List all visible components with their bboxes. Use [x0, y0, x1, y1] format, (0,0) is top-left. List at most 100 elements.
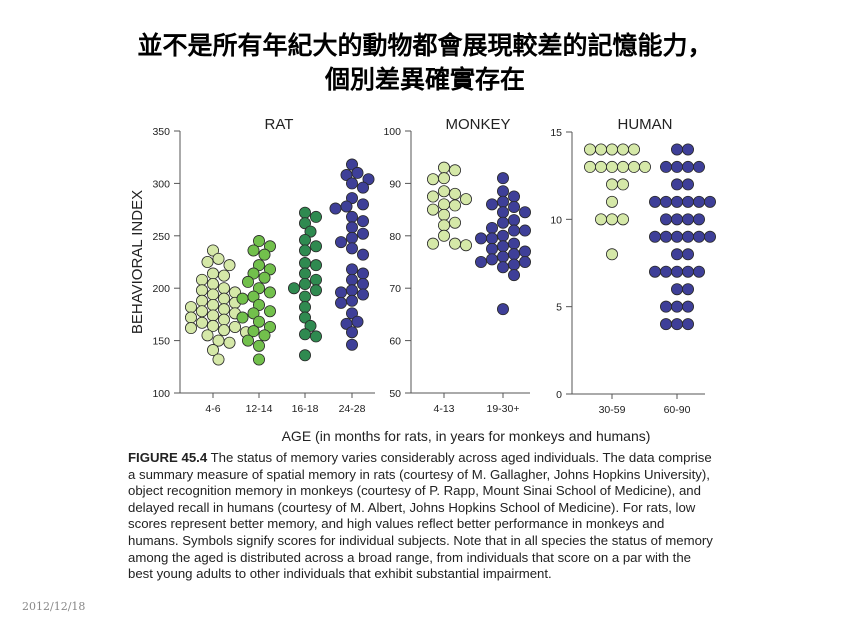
data-point: [519, 245, 532, 258]
data-point: [298, 278, 311, 291]
data-point: [340, 200, 353, 213]
data-point: [660, 160, 673, 173]
data-point: [693, 195, 706, 208]
data-point: [671, 300, 684, 313]
data-point: [485, 253, 498, 266]
data-point: [617, 160, 630, 173]
data-point: [236, 311, 249, 324]
panel-title: HUMAN: [618, 116, 673, 133]
data-point: [184, 311, 197, 324]
data-point: [507, 214, 520, 227]
data-point: [682, 300, 695, 313]
data-point: [228, 320, 241, 333]
data-point: [304, 319, 317, 332]
data-point: [682, 248, 695, 261]
data-point: [241, 275, 254, 288]
data-point: [212, 353, 225, 366]
data-point: [258, 271, 271, 284]
data-point: [201, 329, 214, 342]
data-point: [496, 303, 509, 316]
data-point: [217, 282, 230, 295]
y-tick-label: 200: [152, 283, 170, 295]
figure-caption: FIGURE 45.4 The status of memory varies …: [128, 450, 748, 583]
data-point: [263, 320, 276, 333]
data-point: [195, 294, 208, 307]
data-point: [206, 344, 219, 357]
data-point: [206, 309, 219, 322]
caption-line: delayed recall in humans (courtesy of M.…: [128, 500, 748, 517]
data-point: [212, 252, 225, 265]
y-tick-label: 100: [383, 126, 401, 138]
data-point: [345, 221, 358, 234]
data-point: [671, 160, 684, 173]
data-point: [340, 169, 353, 182]
data-point: [351, 315, 364, 328]
y-tick-label: 150: [152, 336, 170, 348]
data-point: [595, 160, 608, 173]
data-point: [345, 284, 358, 297]
data-point: [496, 261, 509, 274]
x-tick-label: 60-90: [664, 404, 691, 416]
data-point: [247, 244, 260, 257]
data-point: [507, 224, 520, 237]
data-point: [304, 225, 317, 238]
data-point: [507, 200, 520, 213]
y-tick-label: 350: [152, 126, 170, 138]
data-point: [584, 143, 597, 156]
data-point: [345, 231, 358, 244]
data-point: [496, 250, 509, 263]
data-point: [426, 203, 439, 216]
data-point: [606, 248, 619, 261]
data-point: [437, 161, 450, 174]
y-axis-label: BEHAVIORAL INDEX: [129, 190, 146, 334]
data-point: [660, 195, 673, 208]
data-point: [362, 173, 375, 186]
data-point: [184, 322, 197, 335]
data-point: [236, 292, 249, 305]
data-point: [309, 240, 322, 253]
data-point: [496, 229, 509, 242]
x-tick-label: 19-30+: [487, 403, 520, 415]
data-point: [217, 292, 230, 305]
data-point: [258, 329, 271, 342]
data-point: [356, 227, 369, 240]
data-point: [660, 230, 673, 243]
data-point: [649, 265, 662, 278]
data-point: [485, 242, 498, 255]
data-point: [298, 267, 311, 280]
data-point: [309, 330, 322, 343]
data-point: [617, 143, 630, 156]
x-tick-label: 12-14: [246, 403, 273, 415]
data-point: [496, 185, 509, 198]
data-point: [595, 143, 608, 156]
data-point: [247, 267, 260, 280]
data-point: [519, 206, 532, 219]
data-point: [345, 307, 358, 320]
data-point: [356, 267, 369, 280]
data-point: [426, 190, 439, 203]
data-point: [298, 311, 311, 324]
data-point: [356, 215, 369, 228]
data-point: [671, 318, 684, 331]
data-point: [595, 213, 608, 226]
data-point: [252, 315, 265, 328]
caption-text: among the aged is distributed across a b…: [128, 549, 691, 565]
data-point: [507, 237, 520, 250]
data-point: [334, 286, 347, 299]
caption-line: FIGURE 45.4 The status of memory varies …: [128, 450, 748, 467]
data-point: [263, 240, 276, 253]
data-point: [217, 324, 230, 337]
data-point: [201, 255, 214, 268]
y-tick-label: 100: [152, 388, 170, 400]
data-point: [252, 235, 265, 248]
data-point: [704, 230, 717, 243]
data-point: [606, 178, 619, 191]
data-point: [584, 160, 597, 173]
data-point: [345, 158, 358, 171]
data-point: [660, 265, 673, 278]
data-point: [309, 259, 322, 272]
data-point: [247, 307, 260, 320]
data-point: [660, 300, 673, 313]
data-point: [693, 265, 706, 278]
